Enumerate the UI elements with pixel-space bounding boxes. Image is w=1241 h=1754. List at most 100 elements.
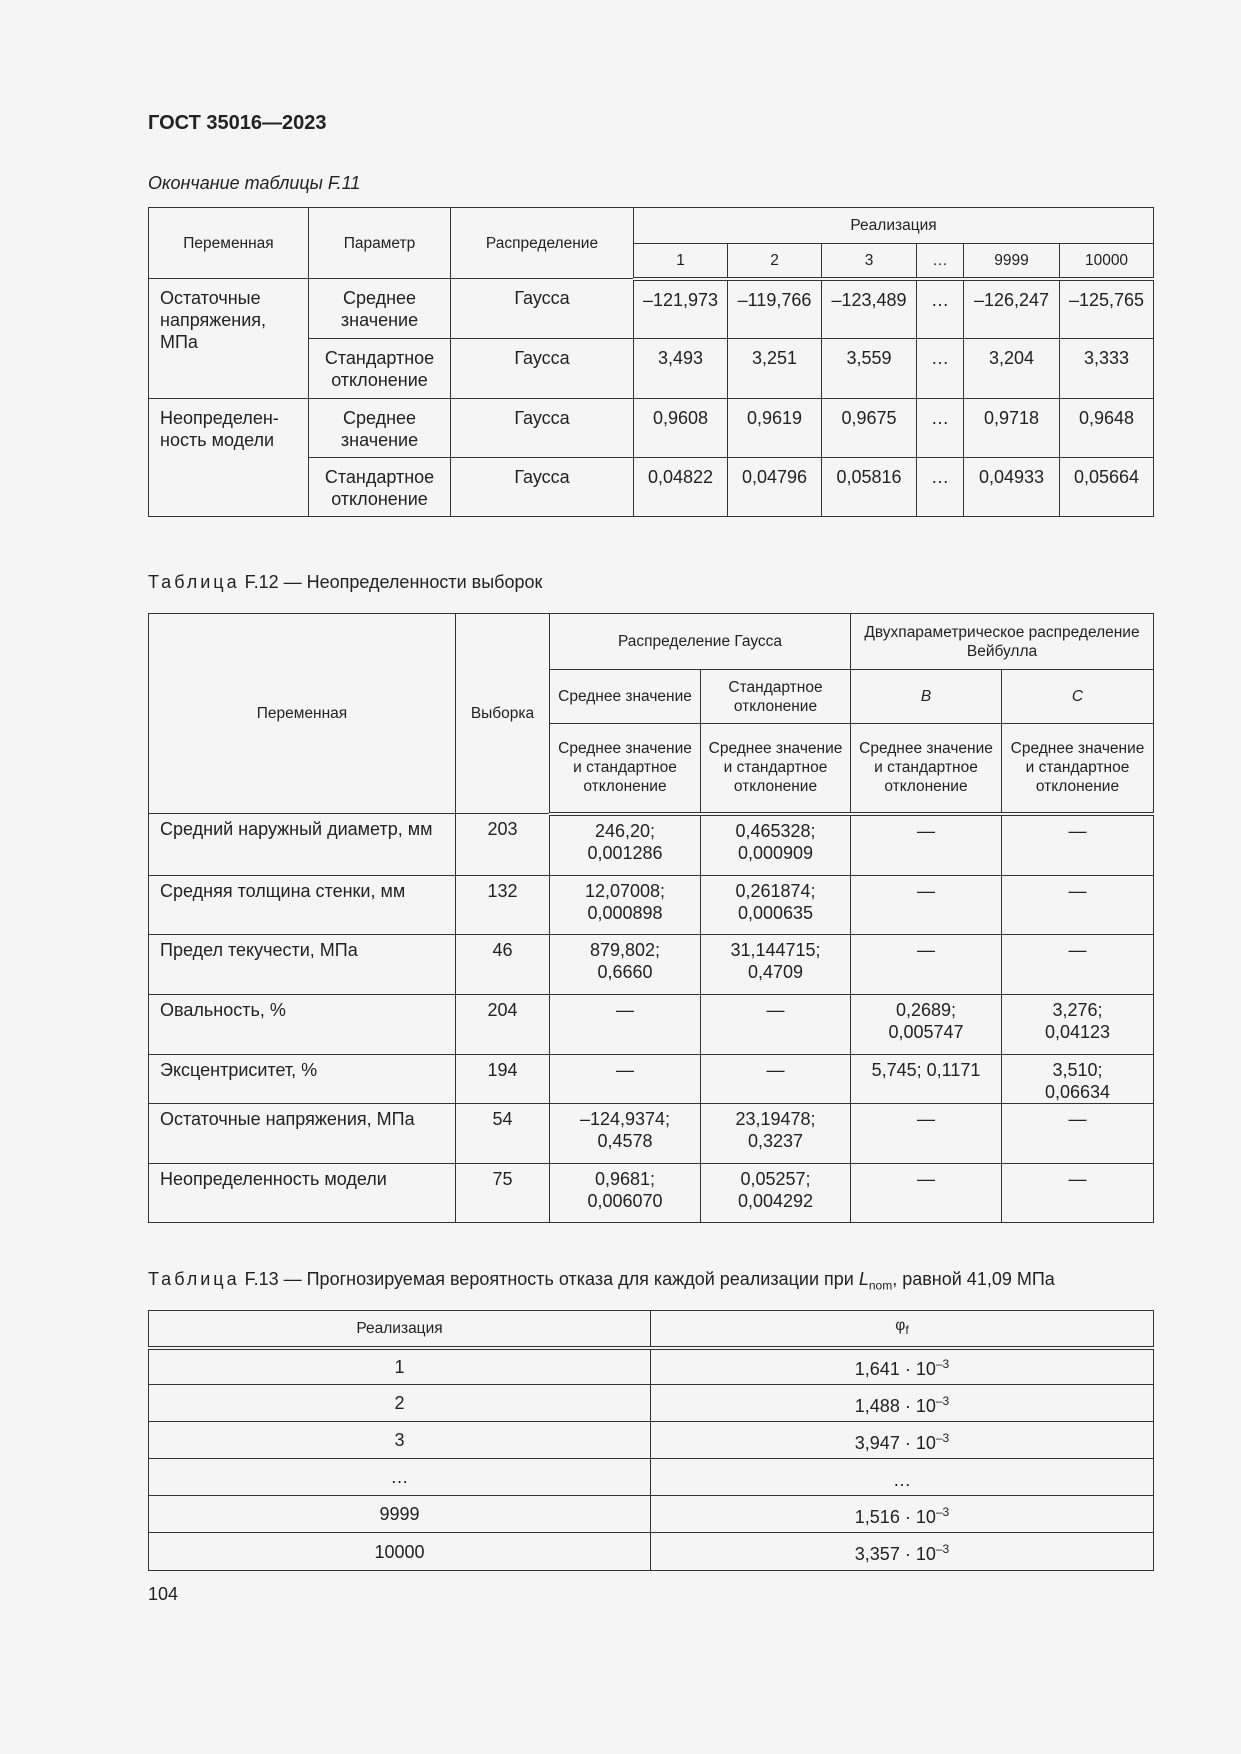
cell-gauss-std: 0,261874; 0,000635	[700, 875, 851, 935]
header-realization-10000: 10000	[1058, 243, 1155, 281]
table-row: Остаточные напряжения, МПа Среднее значе…	[148, 278, 1155, 399]
cell-gauss-std: —	[700, 1054, 851, 1104]
cell-value: 0,9718	[963, 398, 1060, 458]
cell-realization: 3	[148, 1421, 651, 1459]
cell-value: –126,247	[963, 278, 1060, 339]
table-row: Неопределен-ность модели Среднее значени…	[148, 398, 1155, 517]
table-f11: Переменная Параметр Распределение Реализ…	[148, 207, 1155, 517]
cell-gauss-std: —	[700, 994, 851, 1055]
cell-value: –123,489	[821, 278, 917, 339]
cell-value: 3,204	[963, 338, 1060, 399]
phi-exponent: –3	[935, 1430, 950, 1445]
caption-text: F.13 — Прогнозируемая вероятность отказа…	[244, 1269, 854, 1289]
cell-gauss-std: 23,19478; 0,3237	[700, 1103, 851, 1164]
header-realization-1: 1	[633, 243, 728, 281]
header-realization-2: 2	[727, 243, 822, 281]
cell-weibull-c: —	[1001, 1103, 1154, 1164]
phi-exponent: –3	[935, 1542, 950, 1556]
table-row: 10000 3,357 · 10–3	[148, 1532, 1154, 1571]
header-c: C	[1001, 669, 1154, 724]
cell-phi: 1,641 · 10–3	[650, 1347, 1154, 1385]
table-row: Овальность, % 204— —0,2689; 0,005747 3,276;…	[148, 994, 1154, 1055]
header-realization-3: 3	[821, 243, 917, 281]
cell-realization: …	[148, 1458, 651, 1496]
header-weibull: Двухпараметрическое распределение Вейбул…	[850, 613, 1154, 670]
cell-gauss-mean: —	[549, 994, 701, 1055]
table-row: Стандартное отклонение Гаусса 0,04822 0,…	[149, 457, 1155, 517]
cell-value: …	[916, 457, 964, 517]
cell-realization: 1	[148, 1347, 651, 1385]
cell-sample: 204	[455, 994, 550, 1055]
header-realization-ellipsis: …	[916, 243, 964, 281]
cell-gauss-mean: 879,802; 0,6660	[549, 934, 701, 995]
cell-value: –119,766	[727, 278, 822, 339]
cell-parameter: Стандартное отклонение	[308, 457, 451, 517]
table-f13: Реализация φf 1 1,641 · 10–3 2 1,488 · 10–3…	[148, 1310, 1154, 1571]
header-sub: Среднее значение и стандартное отклонени…	[1001, 723, 1154, 816]
cell-value: 0,9608	[633, 398, 728, 458]
cell-parameter: Среднее значение	[308, 278, 451, 339]
caption-var: L	[858, 1269, 869, 1289]
cell-sample: 54	[455, 1103, 550, 1164]
phi-exponent: –3	[935, 1357, 950, 1372]
cell-value: 0,04933	[963, 457, 1060, 517]
cell-weibull-c: 3,510; 0,06634	[1001, 1054, 1154, 1104]
cell-value: 0,05664	[1058, 457, 1155, 517]
page-number: 104	[148, 1584, 179, 1604]
header-sub: Среднее значение и стандартное отклонени…	[549, 723, 701, 816]
cell-value: 0,05816	[821, 457, 917, 517]
cell-value: –125,765	[1058, 278, 1155, 339]
cell-sample: 132	[455, 875, 550, 935]
header-distribution: Распределение	[450, 207, 634, 279]
caption-tail: , равной 41,09 МПа	[892, 1269, 1055, 1289]
cell-gauss-mean: 0,9681; 0,006070	[549, 1163, 701, 1223]
document-title: ГОСТ 35016—2023	[148, 112, 327, 134]
cell-distribution: Гаусса	[450, 338, 634, 399]
cell-value: 0,9675	[821, 398, 917, 458]
cell-parameter: Стандартное отклонение	[308, 338, 451, 399]
cell-value: 3,559	[821, 338, 917, 399]
phi-mantissa: 3,947 · 10	[854, 1432, 936, 1453]
cell-weibull-c: —	[1001, 875, 1154, 935]
table-row: ……	[148, 1458, 1154, 1496]
cell-value: 0,9648	[1058, 398, 1155, 458]
cell-weibull-b: —	[850, 1163, 1002, 1223]
cell-weibull-b: 0,2689; 0,005747	[850, 994, 1002, 1055]
cell-variable: Остаточные напряжения, МПа	[148, 278, 309, 399]
cell-sample: 75	[455, 1163, 550, 1223]
cell-value: –121,973	[633, 278, 728, 339]
cell-phi: 3,947 · 10–3	[650, 1421, 1154, 1459]
cell-value: 0,04822	[633, 457, 728, 517]
header-variable: Переменная	[148, 207, 309, 279]
header-sample: Выборка	[455, 613, 550, 814]
phi-exponent: –3	[935, 1504, 950, 1519]
header-realization: Реализация	[632, 207, 1155, 244]
phi-mantissa: 1,488 · 10	[854, 1395, 936, 1416]
cell-weibull-b: —	[850, 1103, 1002, 1164]
cell-parameter: Среднее значение	[308, 398, 451, 458]
cell-value: …	[916, 398, 964, 458]
cell-distribution: Гаусса	[450, 457, 634, 517]
header-sub: Среднее значение и стандартное отклонени…	[850, 723, 1002, 816]
caption-sub: nom	[868, 1278, 893, 1293]
cell-value: …	[916, 278, 964, 339]
cell-gauss-std: 0,05257; 0,004292	[700, 1163, 851, 1223]
cell-realization: 10000	[148, 1532, 651, 1571]
cell-weibull-b: —	[850, 875, 1002, 935]
header-phi: φf	[650, 1310, 1154, 1350]
cell-gauss-mean: –124,9374; 0,4578	[549, 1103, 701, 1164]
cell-weibull-b: —	[850, 813, 1002, 876]
header-realization-9999: 9999	[963, 243, 1060, 281]
cell-sample: 194	[455, 1054, 550, 1104]
cell-variable: Эксцентриситет, %	[148, 1054, 456, 1104]
cell-weibull-c: —	[1001, 813, 1154, 876]
table-row: 9999 1,516 · 10–3	[148, 1495, 1154, 1533]
cell-phi: 3,357 · 10–3	[650, 1532, 1154, 1571]
cell-phi: 1,516 · 10–3	[650, 1495, 1154, 1533]
table-f12: Переменная Выборка Распределение Гаусса …	[148, 613, 1154, 1223]
table-row: 1 1,641 · 10–3	[148, 1347, 1154, 1385]
caption-label: Таблица	[148, 1269, 240, 1289]
cell-value: 0,9619	[727, 398, 822, 458]
header-parameter: Параметр	[308, 207, 451, 279]
phi-symbol: φ	[895, 1317, 906, 1335]
